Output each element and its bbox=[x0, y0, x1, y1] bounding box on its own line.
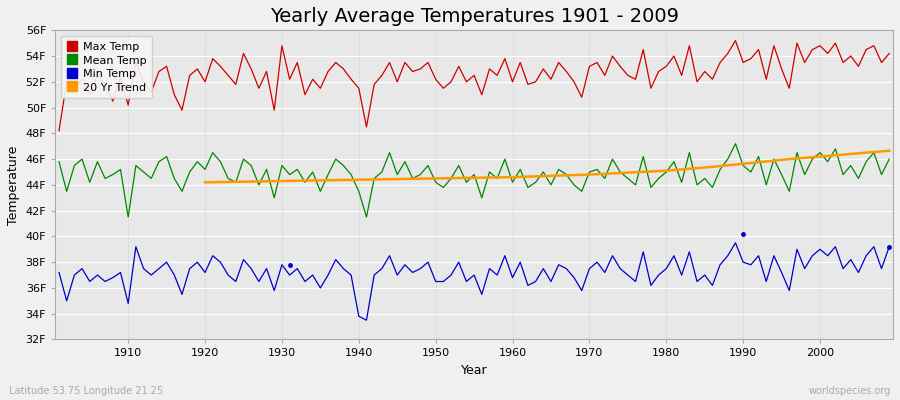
Text: Latitude 53.75 Longitude 21.25: Latitude 53.75 Longitude 21.25 bbox=[9, 386, 163, 396]
Legend: Max Temp, Mean Temp, Min Temp, 20 Yr Trend: Max Temp, Mean Temp, Min Temp, 20 Yr Tre… bbox=[60, 36, 152, 98]
Y-axis label: Temperature: Temperature bbox=[7, 145, 20, 224]
Title: Yearly Average Temperatures 1901 - 2009: Yearly Average Temperatures 1901 - 2009 bbox=[270, 7, 679, 26]
Text: worldspecies.org: worldspecies.org bbox=[809, 386, 891, 396]
X-axis label: Year: Year bbox=[461, 364, 488, 377]
